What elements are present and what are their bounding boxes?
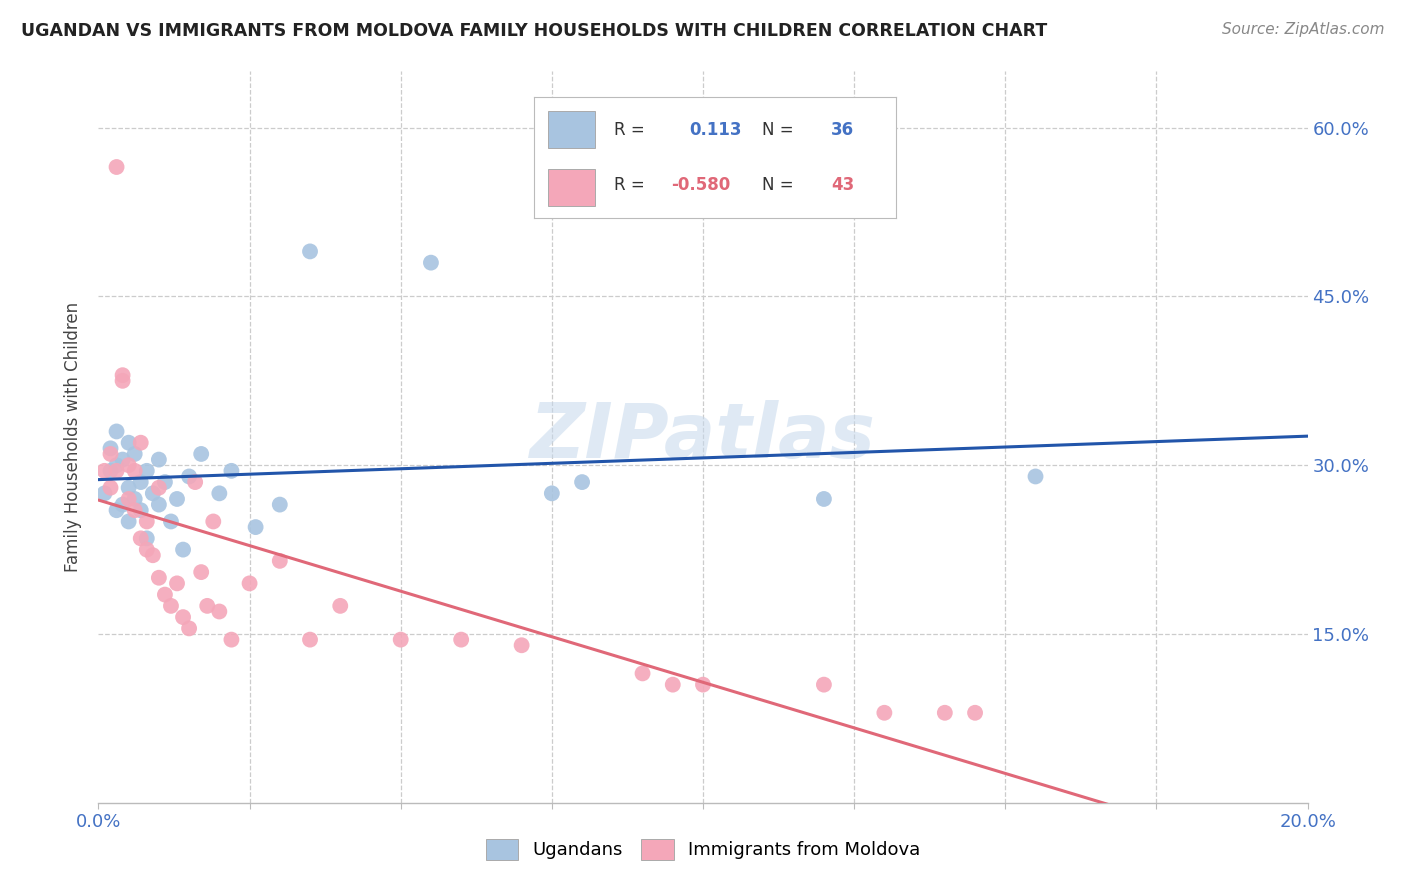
Point [105,458,128,473]
Point [221,464,243,478]
Point [208,605,231,619]
Point [160,599,183,613]
Text: UGANDAN VS IMMIGRANTS FROM MOLDOVA FAMILY HOUSEHOLDS WITH CHILDREN CORRELATION C: UGANDAN VS IMMIGRANTS FROM MOLDOVA FAMIL… [21,22,1047,40]
Text: Source: ZipAtlas.com: Source: ZipAtlas.com [1222,22,1385,37]
Point [135,464,157,478]
Point [245,520,267,534]
Point [166,576,188,591]
Point [124,464,146,478]
Point [148,481,170,495]
Point [118,435,141,450]
Point [135,532,157,546]
Point [202,515,225,529]
Point [118,481,141,495]
Point [124,491,146,506]
Text: ZIPatlas: ZIPatlas [530,401,876,474]
Point [100,442,122,456]
Point [111,498,134,512]
Point [631,666,654,681]
Point [135,542,157,557]
Point [239,576,262,591]
Point [299,244,322,259]
Point [148,571,170,585]
Point [450,632,472,647]
Point [692,678,714,692]
Point [153,475,176,489]
Point [118,458,141,473]
Point [172,610,194,624]
Point [93,486,115,500]
Point [105,160,128,174]
Point [540,486,562,500]
Point [100,447,122,461]
Point [179,621,201,635]
Point [179,469,201,483]
Point [153,588,176,602]
Point [813,491,835,506]
Point [1024,469,1046,483]
Point [813,678,835,692]
Point [129,475,152,489]
Point [299,632,322,647]
Point [111,452,134,467]
Point [195,599,218,613]
Point [93,464,115,478]
Point [661,678,683,692]
Point [148,498,170,512]
Point [269,498,291,512]
Point [111,374,134,388]
Point [184,475,207,489]
Point [105,425,128,439]
Point [148,452,170,467]
Point [873,706,896,720]
Point [129,435,152,450]
Point [105,464,128,478]
Point [934,706,956,720]
Point [118,491,141,506]
Point [129,503,152,517]
Legend: Ugandans, Immigrants from Moldova: Ugandans, Immigrants from Moldova [478,831,928,867]
Y-axis label: Family Households with Children: Family Households with Children [65,302,83,572]
Point [124,503,146,517]
Point [129,532,152,546]
Point [100,481,122,495]
Point [571,475,593,489]
Point [269,554,291,568]
Point [329,599,352,613]
Point [105,503,128,517]
Point [142,486,165,500]
Point [190,565,212,579]
Point [208,486,231,500]
Point [160,515,183,529]
Point [172,542,194,557]
Point [510,638,533,652]
Point [190,447,212,461]
Point [100,464,122,478]
Point [135,515,157,529]
Point [965,706,987,720]
Point [118,515,141,529]
Point [166,491,188,506]
Point [221,632,243,647]
Point [124,447,146,461]
Point [142,548,165,562]
Point [389,632,412,647]
Point [420,255,443,269]
Point [111,368,134,383]
